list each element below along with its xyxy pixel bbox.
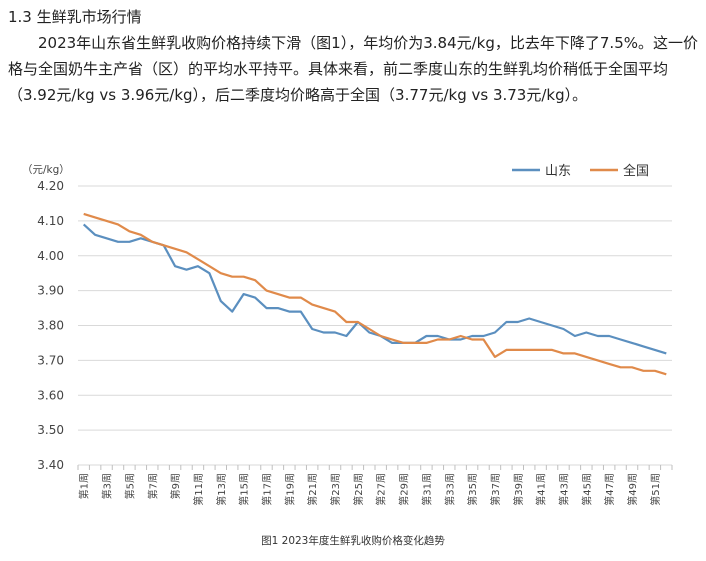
x-tick-label: 第3周 <box>101 473 114 499</box>
x-tick-label: 第37周 <box>489 473 502 506</box>
x-tick-label: 第31周 <box>420 473 433 506</box>
y-tick-label: 3.50 <box>37 423 64 437</box>
x-tick-label: 第17周 <box>260 473 273 506</box>
y-tick-label: 4.00 <box>37 249 64 263</box>
x-tick-label: 第25周 <box>352 473 365 506</box>
series-line-全国 <box>83 212 667 376</box>
x-tick-label: 第1周 <box>78 473 91 499</box>
x-tick-label: 第47周 <box>603 473 616 506</box>
x-tick-label: 第15周 <box>238 473 251 506</box>
body-paragraph: 2023年山东省生鲜乳收购价格持续下滑（图1），年均价为3.84元/kg，比去年… <box>8 34 698 104</box>
x-tick-label: 第9周 <box>169 473 182 499</box>
x-tick-label: 第33周 <box>443 473 456 506</box>
section-heading: 1.3 生鲜乳市场行情 <box>8 8 142 26</box>
x-tick-label: 第43周 <box>557 473 570 506</box>
x-tick-label: 第5周 <box>123 473 136 499</box>
x-tick-label: 第39周 <box>512 473 525 506</box>
legend-label: 山东 <box>545 164 571 179</box>
x-tick-label: 第23周 <box>329 473 342 506</box>
x-tick-label: 第7周 <box>146 473 159 499</box>
x-tick-label: 第19周 <box>283 473 296 506</box>
x-tick-label: 第51周 <box>649 473 662 506</box>
y-unit-label: （元/kg） <box>22 164 70 176</box>
x-tick-label: 第41周 <box>535 473 548 506</box>
x-tick-label: 第45周 <box>580 473 593 506</box>
x-tick-label: 第11周 <box>192 473 205 506</box>
x-tick-label: 第13周 <box>215 473 228 506</box>
x-tick-label: 第21周 <box>306 473 319 506</box>
x-tick-label: 第29周 <box>398 473 411 506</box>
y-tick-label: 3.80 <box>37 319 64 333</box>
figure-caption: 图1 2023年度生鲜乳收购价格变化趋势 <box>261 535 445 547</box>
y-tick-label: 4.10 <box>37 214 64 228</box>
price-trend-line-chart: 4.20 4.10 4.00 3.90 3.80 3.70 3.60 3.50 3.40 （元/k… <box>22 163 673 506</box>
legend-label: 全国 <box>623 163 649 179</box>
y-tick-label: 3.90 <box>37 284 64 298</box>
y-tick-label: 3.40 <box>37 458 64 472</box>
y-tick-label: 3.70 <box>37 353 64 367</box>
x-tick-label: 第49周 <box>626 473 639 506</box>
x-tick-label: 第35周 <box>466 473 479 506</box>
y-tick-label: 3.60 <box>37 388 64 402</box>
y-tick-label: 4.20 <box>37 179 64 193</box>
series-line-山东 <box>82 223 667 355</box>
x-tick-label: 第27周 <box>375 473 388 506</box>
